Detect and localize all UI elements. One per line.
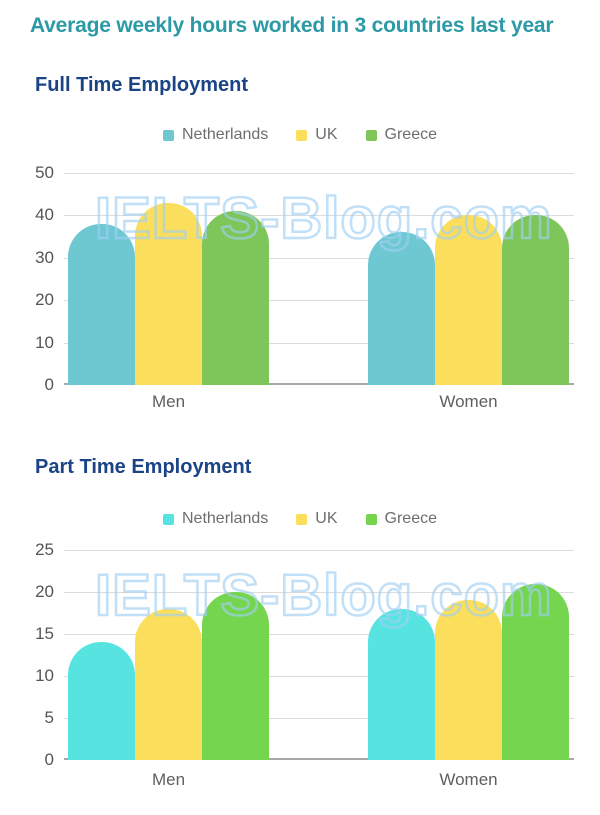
legend-label: Greece <box>384 510 437 527</box>
legend-swatch-icon <box>365 129 377 141</box>
bar-group-men <box>68 592 269 760</box>
bar-group-men <box>68 203 269 385</box>
gridline <box>64 634 574 635</box>
y-tick-label: 25 <box>35 540 54 559</box>
bar-netherlands-men <box>68 642 135 760</box>
y-tick-label: 5 <box>44 708 54 727</box>
x-axis-line <box>64 758 574 760</box>
legend-item: UK <box>296 126 338 144</box>
gridline <box>64 343 574 344</box>
y-tick-label: 10 <box>35 666 54 685</box>
full-time-chart: Full Time Employment Netherlands UK Greece… <box>0 74 600 419</box>
y-tick-label: 50 <box>35 163 54 182</box>
y-tick-label: 40 <box>35 205 54 224</box>
bar-greece-women <box>502 584 569 760</box>
bar-netherlands-women <box>368 232 435 385</box>
x-category-label: Women <box>439 770 498 789</box>
gridline <box>64 592 574 593</box>
x-category-label: Men <box>151 770 186 789</box>
legend-swatch-icon <box>296 513 308 525</box>
bar-uk-men <box>135 609 202 760</box>
bar-greece-women <box>502 215 569 385</box>
bar-netherlands-women <box>368 609 435 760</box>
bar-greece-men <box>202 592 269 760</box>
gridline <box>64 718 574 719</box>
gridline <box>64 215 574 216</box>
legend-swatch-icon <box>365 513 377 525</box>
legend-swatch-icon <box>163 513 174 525</box>
y-tick-label: 10 <box>35 333 54 352</box>
bar-group-women <box>368 584 569 760</box>
y-tick-label: 0 <box>44 750 54 769</box>
plot: IELTS-Blog.com 0 5 10 15 20 25 <box>35 540 574 769</box>
bar-uk-women <box>435 600 502 760</box>
bar-uk-men <box>135 203 202 385</box>
legend-swatch-icon <box>163 129 174 141</box>
bar-group-women <box>368 215 569 385</box>
x-category-label: Women <box>439 392 498 411</box>
legend-label: UK <box>315 126 338 143</box>
y-tick-label: 20 <box>35 290 54 309</box>
gridline <box>64 676 574 677</box>
y-tick-label: 0 <box>44 375 54 394</box>
legend-swatch-icon <box>296 129 308 141</box>
legend-item: Netherlands <box>163 126 268 144</box>
y-tick-label: 15 <box>35 624 54 643</box>
x-category-label: Men <box>151 392 186 411</box>
gridline <box>64 258 574 259</box>
gridline <box>64 300 574 301</box>
x-axis-line <box>64 383 574 385</box>
page-title: Average weekly hours worked in 3 countri… <box>30 14 554 37</box>
legend-label: Netherlands <box>182 126 269 143</box>
gridline <box>64 173 574 174</box>
bar-uk-women <box>435 215 502 385</box>
chart-title: Full Time Employment <box>35 74 248 96</box>
legend-item: Greece <box>365 126 437 144</box>
legend-item: UK <box>296 510 338 528</box>
legend-label: UK <box>315 510 338 527</box>
gridline <box>64 550 574 551</box>
legend-item: Netherlands <box>163 510 268 528</box>
legend: Netherlands UK Greece <box>0 126 600 144</box>
part-time-chart: Part Time Employment Netherlands UK Greece… <box>0 456 600 801</box>
y-tick-label: 30 <box>35 248 54 267</box>
bar-greece-men <box>202 211 269 385</box>
legend-label: Greece <box>384 126 437 143</box>
y-tick-label: 20 <box>35 582 54 601</box>
chart-title: Part Time Employment <box>35 456 252 478</box>
legend-item: Greece <box>365 510 437 528</box>
plot: IELTS-Blog.com 0 10 20 30 40 50 <box>35 163 574 394</box>
bar-netherlands-men <box>68 224 135 385</box>
legend: Netherlands UK Greece <box>0 510 600 528</box>
legend-label: Netherlands <box>182 510 269 527</box>
